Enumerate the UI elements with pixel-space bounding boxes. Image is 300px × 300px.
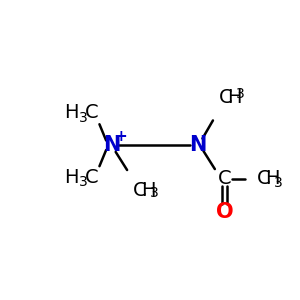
Text: 3: 3 xyxy=(150,186,159,200)
Text: N: N xyxy=(103,135,121,155)
Text: 3: 3 xyxy=(80,176,88,189)
Text: H: H xyxy=(227,88,242,107)
Text: O: O xyxy=(216,202,233,222)
Text: H: H xyxy=(64,103,79,122)
Text: C: C xyxy=(85,168,99,187)
Text: C: C xyxy=(219,88,232,107)
Text: N: N xyxy=(189,135,206,155)
Text: H: H xyxy=(141,182,156,200)
Text: +: + xyxy=(114,129,127,144)
Text: 3: 3 xyxy=(80,111,88,124)
Text: C: C xyxy=(133,182,146,200)
Text: C: C xyxy=(257,169,270,188)
Text: C: C xyxy=(85,103,99,122)
Text: C: C xyxy=(218,169,231,188)
Text: H: H xyxy=(64,168,79,187)
Text: H: H xyxy=(266,169,280,188)
Text: 3: 3 xyxy=(274,176,283,190)
Text: 3: 3 xyxy=(236,87,244,101)
